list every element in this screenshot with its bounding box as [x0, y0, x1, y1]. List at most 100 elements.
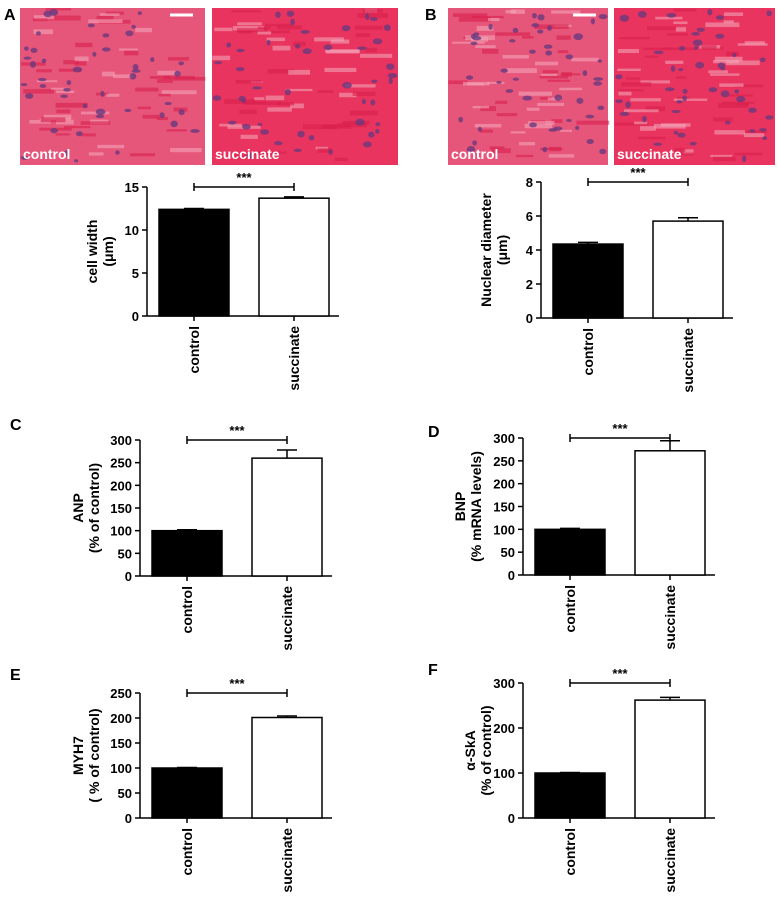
tissue-streak: [119, 48, 139, 51]
tissue-streak: [618, 91, 632, 96]
y-tick-label: 200: [110, 711, 132, 726]
tissue-streak: [156, 116, 169, 121]
nucleus: [246, 152, 253, 159]
micrograph-label: control: [451, 146, 498, 162]
tissue-streak: [266, 37, 285, 42]
nucleus: [488, 23, 493, 30]
micrograph: [448, 8, 608, 165]
tissue-streak: [737, 43, 768, 46]
y-tick-label: 150: [110, 501, 132, 516]
nucleus: [257, 122, 263, 126]
nucleus: [302, 48, 312, 55]
tissue-streak: [161, 90, 197, 95]
nucleus: [102, 33, 110, 38]
nucleus: [695, 61, 705, 69]
tissue-streak: [614, 122, 649, 126]
tissue-streak: [157, 79, 173, 83]
nucleus: [676, 100, 683, 104]
nucleus: [724, 120, 731, 125]
tissue-streak: [734, 84, 764, 88]
tissue-streak: [96, 15, 114, 20]
nucleus: [466, 145, 476, 153]
tissue-streak: [265, 23, 293, 27]
nucleus: [677, 132, 686, 138]
tissue-streak: [33, 29, 53, 35]
tissue-streak: [548, 146, 562, 152]
tissue-streak: [365, 47, 377, 53]
tissue-streak: [722, 101, 756, 104]
nucleus: [212, 95, 222, 101]
tissue-streak: [252, 101, 266, 104]
tissue-streak: [236, 28, 268, 33]
x-tick-label: control: [179, 586, 195, 633]
nucleus: [537, 14, 545, 21]
tissue-streak: [234, 154, 247, 160]
nucleus: [365, 13, 370, 21]
nucleus: [545, 50, 553, 56]
tissue-streak: [452, 13, 488, 17]
y-tick-label: 200: [493, 721, 515, 736]
tissue-streak: [334, 157, 348, 162]
panel-letter: C: [10, 417, 22, 434]
significance-label: ***: [630, 165, 646, 180]
tissue-streak: [267, 68, 295, 74]
nucleus: [252, 86, 263, 90]
nucleus: [361, 98, 366, 105]
nucleus: [178, 61, 184, 66]
significance-label: ***: [229, 423, 245, 438]
nucleus: [678, 46, 686, 51]
tissue-streak: [157, 70, 180, 75]
nucleus: [63, 150, 70, 157]
tissue-streak: [502, 54, 529, 59]
nucleus: [38, 77, 47, 82]
tissue-streak: [324, 67, 357, 73]
tissue-streak: [124, 50, 139, 56]
y-tick-label: 50: [501, 545, 515, 560]
tissue-streak: [237, 22, 262, 26]
nucleus: [60, 94, 68, 99]
nucleus: [355, 118, 365, 126]
x-tick-label: control: [179, 828, 195, 875]
significance-label: ***: [229, 676, 245, 691]
nucleus: [477, 126, 483, 132]
nucleus: [284, 88, 291, 96]
nucleus: [691, 31, 700, 36]
tissue-streak: [634, 121, 648, 125]
tissue-streak: [714, 130, 746, 135]
nucleus: [762, 136, 768, 141]
nucleus: [371, 79, 378, 83]
tissue-streak: [728, 94, 753, 97]
nucleus: [190, 129, 200, 133]
tissue-streak: [472, 105, 490, 109]
nucleus: [593, 77, 604, 81]
panel-letter: F: [428, 662, 438, 679]
nucleus: [653, 142, 663, 146]
y-tick-label: 150: [110, 736, 132, 751]
tissue-streak: [99, 13, 120, 16]
tissue-streak: [97, 144, 125, 149]
tissue-streak: [272, 45, 291, 51]
nucleus: [74, 159, 79, 163]
nucleus: [41, 58, 47, 64]
nucleus: [150, 57, 155, 63]
x-tick-label: control: [580, 328, 596, 375]
nucleus: [260, 129, 270, 135]
nucleus: [295, 43, 301, 49]
nucleus: [637, 11, 647, 18]
tissue-streak: [58, 68, 82, 72]
nucleus: [290, 18, 295, 26]
y-tick-label: 5: [132, 266, 139, 281]
bar: [534, 772, 606, 819]
nucleus: [692, 39, 703, 46]
tissue-streak: [352, 91, 376, 96]
tissue-streak: [476, 25, 494, 31]
tissue-streak: [480, 106, 496, 112]
y-axis-label: ANP: [70, 493, 86, 523]
tissue-streak: [743, 133, 765, 138]
tissue-streak: [708, 70, 729, 74]
x-tick-label: control: [562, 585, 578, 632]
y-tick-label: 200: [110, 478, 132, 493]
tissue-streak: [285, 88, 313, 92]
nucleus: [159, 112, 165, 119]
tissue-streak: [277, 101, 295, 106]
